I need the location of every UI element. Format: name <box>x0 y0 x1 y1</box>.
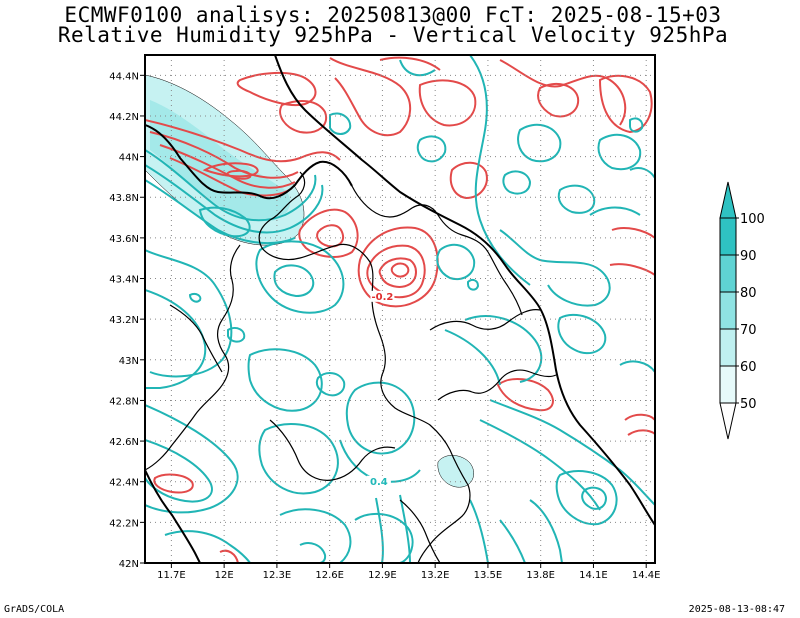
colorbar-label: 70 <box>740 323 757 338</box>
colorbar-label: 60 <box>740 360 757 375</box>
lon-tick-label: 12.9E <box>368 570 397 581</box>
lat-tick-label: 43.6N <box>109 234 139 245</box>
contour-labels: -0.2 0.4 <box>366 290 395 488</box>
colorbar-label: 80 <box>740 286 757 301</box>
lat-tick-label: 43N <box>119 356 139 367</box>
velocity-contours <box>145 55 655 563</box>
contour-label-bg <box>366 475 391 487</box>
footer-software-label: GrADS/COLA <box>4 604 65 615</box>
plot-frame <box>144 54 656 564</box>
negative-velocity-contours <box>145 55 655 563</box>
lon-tick-label: 14.1E <box>579 570 608 581</box>
colorbar-label: 90 <box>740 249 757 264</box>
colorbar: 50 60 70 80 90 100 <box>719 181 765 440</box>
lat-tick-label: 43.2N <box>109 315 139 326</box>
lat-tick-label: 43.4N <box>109 275 139 286</box>
regional-border-6 <box>169 304 223 373</box>
colorbar-top-arrow <box>719 181 737 219</box>
regional-border-1 <box>258 171 471 563</box>
lon-tick-label: 12.6E <box>315 570 344 581</box>
map-borders <box>145 55 655 563</box>
regional-border-7 <box>269 419 396 481</box>
coastline-north <box>145 124 353 200</box>
title-line-2: Relative Humidity 925hPa - Vertical Velo… <box>57 23 729 47</box>
regional-border-2 <box>145 244 241 471</box>
regional-border-3 <box>351 185 523 316</box>
colorbar-label: 100 <box>740 212 765 227</box>
colorbar-swatch <box>719 254 737 293</box>
coastline-southwest <box>145 469 201 563</box>
contour-label: -0.2 <box>371 292 393 303</box>
contour-label: 0.4 <box>370 477 388 488</box>
colorbar-swatch <box>719 328 737 367</box>
lat-tick-label: 43.8N <box>109 193 139 204</box>
contour-label-bg <box>370 290 395 302</box>
lat-tick-label: 42.8N <box>109 396 139 407</box>
map-grid <box>145 55 655 564</box>
positive-velocity-contours <box>145 56 655 563</box>
footer-timestamp: 2025-08-13-08:47 <box>688 604 785 615</box>
lon-tick-label: 11.7E <box>157 570 186 581</box>
lat-tick-label: 44N <box>119 153 139 164</box>
colorbar-bottom-arrow <box>719 402 737 440</box>
map-axes: 11.7E 12E 12.3E 12.6E 12.9E 13.2E 13.5E 13.8E 14… <box>109 71 660 581</box>
coastline <box>274 55 655 526</box>
colorbar-label: 50 <box>740 397 757 412</box>
lat-tick-label: 42.4N <box>109 478 139 489</box>
title-line-1: ECMWF0100 analisys: 20250813@00 FcT: 202… <box>64 3 722 27</box>
humidity-area-south <box>437 455 474 488</box>
lon-tick-label: 13.2E <box>421 570 450 581</box>
lon-tick-label: 14.4E <box>632 570 661 581</box>
lon-tick-label: 12E <box>215 570 234 581</box>
regional-border-4 <box>429 309 541 331</box>
lon-tick-label: 13.8E <box>526 570 555 581</box>
regional-border-5 <box>437 369 557 401</box>
colorbar-swatch <box>719 291 737 330</box>
colorbar-swatch <box>719 217 737 256</box>
lat-tick-label: 44.4N <box>109 71 139 82</box>
lon-tick-label: 13.5E <box>474 570 503 581</box>
regional-border-8 <box>399 499 441 563</box>
lat-tick-label: 42.2N <box>109 518 139 529</box>
colorbar-swatch <box>719 365 737 404</box>
lat-tick-label: 42N <box>119 559 139 570</box>
lat-tick-label: 42.6N <box>109 437 139 448</box>
lat-tick-label: 44.2N <box>109 112 139 123</box>
lon-tick-label: 12.3E <box>263 570 292 581</box>
